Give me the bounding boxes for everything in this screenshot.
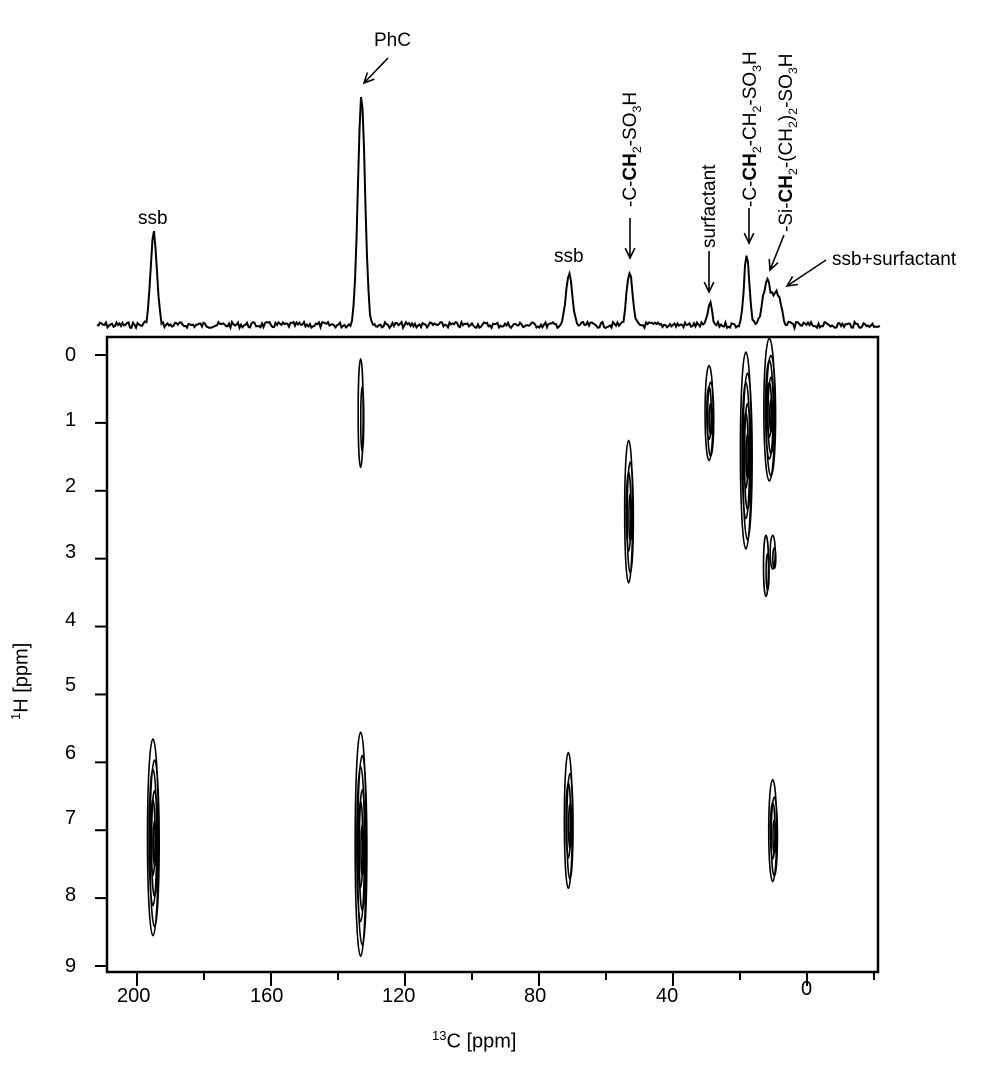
annotation-surfactant: surfactant xyxy=(699,164,720,248)
x-axis-ticks xyxy=(136,972,875,986)
y-tick-label: 1 xyxy=(65,409,77,431)
annotation-c-ch2-ch2-so3h: -C-CH2-CH2-SO3H xyxy=(740,51,764,207)
y-tick-label: 3 xyxy=(65,541,77,563)
x-tick-label: 40 xyxy=(656,985,679,1007)
y-tick-label: 0 xyxy=(65,344,77,366)
annotation-c-ch2-so3h: -C-CH2-SO3H xyxy=(620,91,644,207)
x-tick-label: 80 xyxy=(524,985,547,1007)
y-axis-title: 1H [ppm] xyxy=(8,642,33,720)
annotation-ssb-left: ssb xyxy=(138,208,168,229)
x-axis-title: 13C [ppm] xyxy=(432,1028,517,1053)
x-tick-label: 160 xyxy=(250,985,284,1007)
annotation-si-ch2: -Si-CH2-(CH2)2-SO3H xyxy=(776,53,800,232)
y-tick-label: 8 xyxy=(65,884,77,906)
x-tick-label: 120 xyxy=(382,985,416,1007)
annotation-ssb-surfactant: ssb+surfactant xyxy=(832,249,957,270)
y-tick-label: 6 xyxy=(65,742,77,764)
plot-frame xyxy=(105,335,880,974)
contour-cross-peaks xyxy=(146,337,779,958)
projection-spectrum xyxy=(96,96,881,332)
x-tick-label: 0 xyxy=(801,978,813,1000)
y-tick-label: 2 xyxy=(65,475,77,497)
y-tick-label: 7 xyxy=(65,807,77,829)
annotation-phc: PhC xyxy=(374,30,411,51)
annotation-arrows xyxy=(362,57,827,294)
y-tick-label: 4 xyxy=(65,609,77,631)
y-tick-label: 9 xyxy=(65,955,77,977)
y-axis-ticks xyxy=(95,354,107,967)
x-tick-label: 200 xyxy=(117,985,151,1007)
annotation-ssb-mid: ssb xyxy=(554,246,584,267)
y-tick-label: 5 xyxy=(65,674,77,696)
